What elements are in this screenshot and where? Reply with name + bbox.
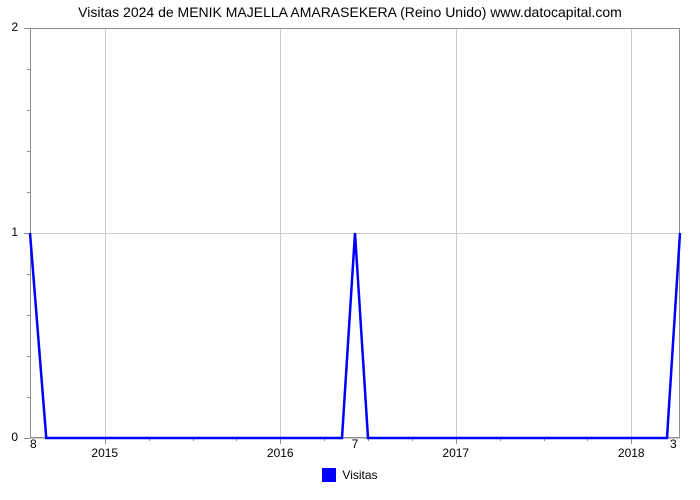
chart-container: Visitas 2024 de MENIK MAJELLA AMARASEKER… (0, 0, 700, 500)
x-tick-label: 2017 (442, 446, 469, 460)
y-tick-label: 0 (0, 430, 18, 444)
axis-inline-label: 3 (670, 437, 677, 451)
chart-title: Visitas 2024 de MENIK MAJELLA AMARASEKER… (0, 4, 700, 20)
legend-swatch (322, 468, 336, 482)
axis-inline-label: 7 (352, 437, 359, 451)
x-tick-label: 2018 (618, 446, 645, 460)
legend-label: Visitas (342, 468, 377, 482)
chart-legend: Visitas (0, 468, 700, 482)
axis-inline-label: 8 (30, 437, 37, 451)
x-tick-label: 2016 (267, 446, 294, 460)
y-tick-label: 1 (0, 225, 18, 239)
x-tick-label: 2015 (91, 446, 118, 460)
y-tick-label: 2 (0, 20, 18, 34)
chart-plot (30, 28, 680, 438)
